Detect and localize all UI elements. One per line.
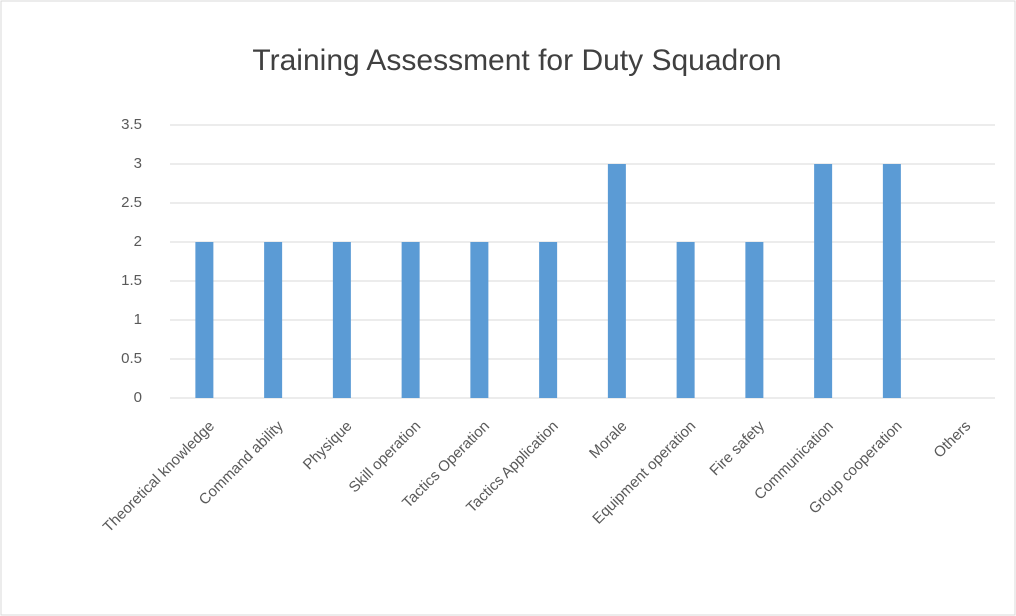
y-tick-label: 2.5: [121, 194, 142, 211]
bar: [264, 242, 283, 398]
bar: [401, 242, 420, 398]
bar: [195, 242, 214, 398]
bar: [814, 164, 833, 398]
bar: [539, 242, 558, 398]
bar: [607, 164, 626, 398]
chart-title: Training Assessment for Duty Squadron: [252, 44, 781, 77]
y-tick-label: 0.5: [121, 350, 142, 367]
y-tick-label: 3.5: [121, 116, 142, 133]
bar: [882, 164, 901, 398]
y-tick-label: 3: [134, 155, 142, 172]
y-tick-label: 1: [134, 311, 142, 328]
y-tick-label: 1.5: [121, 272, 142, 289]
y-tick-label: 0: [134, 389, 142, 406]
bar: [676, 242, 695, 398]
y-tick-label: 2: [134, 233, 142, 250]
bar: [470, 242, 489, 398]
bar: [332, 242, 351, 398]
bar: [745, 242, 764, 398]
